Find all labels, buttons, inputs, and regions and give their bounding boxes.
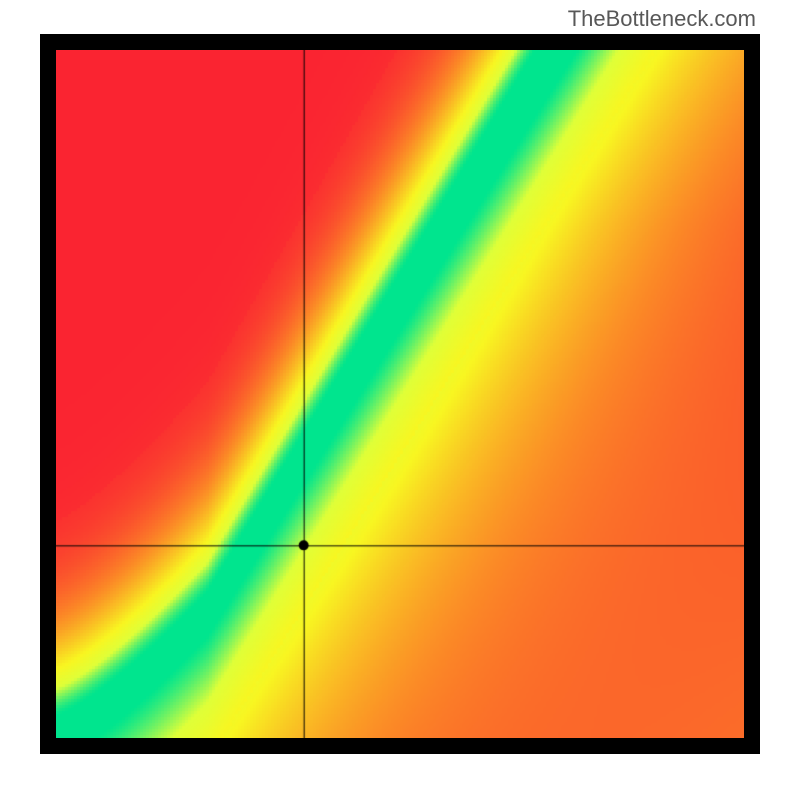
chart-frame: [40, 34, 760, 754]
watermark-text: TheBottleneck.com: [568, 6, 756, 32]
crosshair-overlay: [56, 50, 744, 738]
